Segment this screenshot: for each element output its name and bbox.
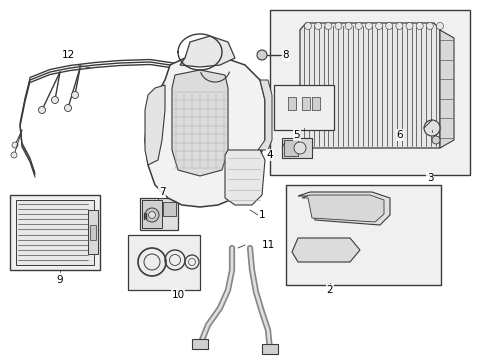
Bar bbox=[142, 200, 162, 228]
Bar bbox=[270, 10, 470, 175]
Polygon shape bbox=[300, 23, 440, 148]
Polygon shape bbox=[180, 36, 235, 67]
Circle shape bbox=[396, 22, 403, 30]
Bar bbox=[274, 85, 334, 130]
Circle shape bbox=[432, 136, 440, 144]
Polygon shape bbox=[302, 195, 384, 222]
Circle shape bbox=[426, 22, 433, 30]
Text: 6: 6 bbox=[397, 130, 403, 140]
Circle shape bbox=[11, 152, 17, 158]
Bar bbox=[286, 185, 441, 285]
Bar bbox=[128, 235, 200, 290]
Circle shape bbox=[437, 22, 443, 30]
Polygon shape bbox=[302, 97, 310, 110]
Circle shape bbox=[355, 22, 362, 30]
Text: 9: 9 bbox=[57, 275, 63, 285]
Polygon shape bbox=[145, 55, 265, 207]
Bar bbox=[192, 339, 208, 349]
Polygon shape bbox=[172, 70, 228, 176]
Circle shape bbox=[39, 107, 46, 113]
Circle shape bbox=[294, 142, 306, 154]
Text: 8: 8 bbox=[283, 50, 289, 60]
Bar bbox=[16, 200, 94, 265]
Circle shape bbox=[51, 96, 58, 104]
Text: 7: 7 bbox=[159, 187, 165, 197]
Bar bbox=[262, 344, 278, 354]
Text: 11: 11 bbox=[261, 240, 274, 250]
Bar bbox=[163, 202, 176, 216]
Text: 3: 3 bbox=[427, 173, 433, 183]
Polygon shape bbox=[145, 85, 165, 165]
Text: 12: 12 bbox=[61, 50, 74, 60]
Bar bbox=[140, 198, 178, 230]
Bar bbox=[282, 138, 312, 158]
Circle shape bbox=[145, 208, 159, 222]
Circle shape bbox=[424, 120, 440, 136]
Bar bbox=[10, 195, 100, 270]
Text: 5: 5 bbox=[294, 130, 300, 140]
Polygon shape bbox=[258, 80, 272, 150]
Polygon shape bbox=[298, 192, 390, 225]
Circle shape bbox=[345, 22, 352, 30]
Circle shape bbox=[416, 22, 423, 30]
Text: 1: 1 bbox=[259, 210, 265, 220]
Circle shape bbox=[386, 22, 392, 30]
Polygon shape bbox=[292, 238, 360, 262]
Circle shape bbox=[148, 212, 155, 219]
Circle shape bbox=[406, 22, 413, 30]
Bar bbox=[90, 225, 96, 240]
Polygon shape bbox=[225, 150, 265, 205]
Circle shape bbox=[325, 22, 332, 30]
Bar bbox=[88, 210, 98, 254]
Polygon shape bbox=[288, 97, 296, 110]
Circle shape bbox=[366, 22, 372, 30]
Circle shape bbox=[304, 22, 312, 30]
Polygon shape bbox=[312, 97, 320, 110]
Text: 10: 10 bbox=[172, 290, 185, 300]
Text: 4: 4 bbox=[267, 150, 273, 160]
Polygon shape bbox=[440, 30, 454, 148]
Circle shape bbox=[65, 104, 72, 112]
Circle shape bbox=[335, 22, 342, 30]
Circle shape bbox=[375, 22, 383, 30]
Circle shape bbox=[12, 142, 18, 148]
Circle shape bbox=[257, 50, 267, 60]
Circle shape bbox=[72, 91, 78, 99]
Text: 2: 2 bbox=[327, 285, 333, 295]
Bar bbox=[284, 140, 298, 156]
Circle shape bbox=[315, 22, 321, 30]
